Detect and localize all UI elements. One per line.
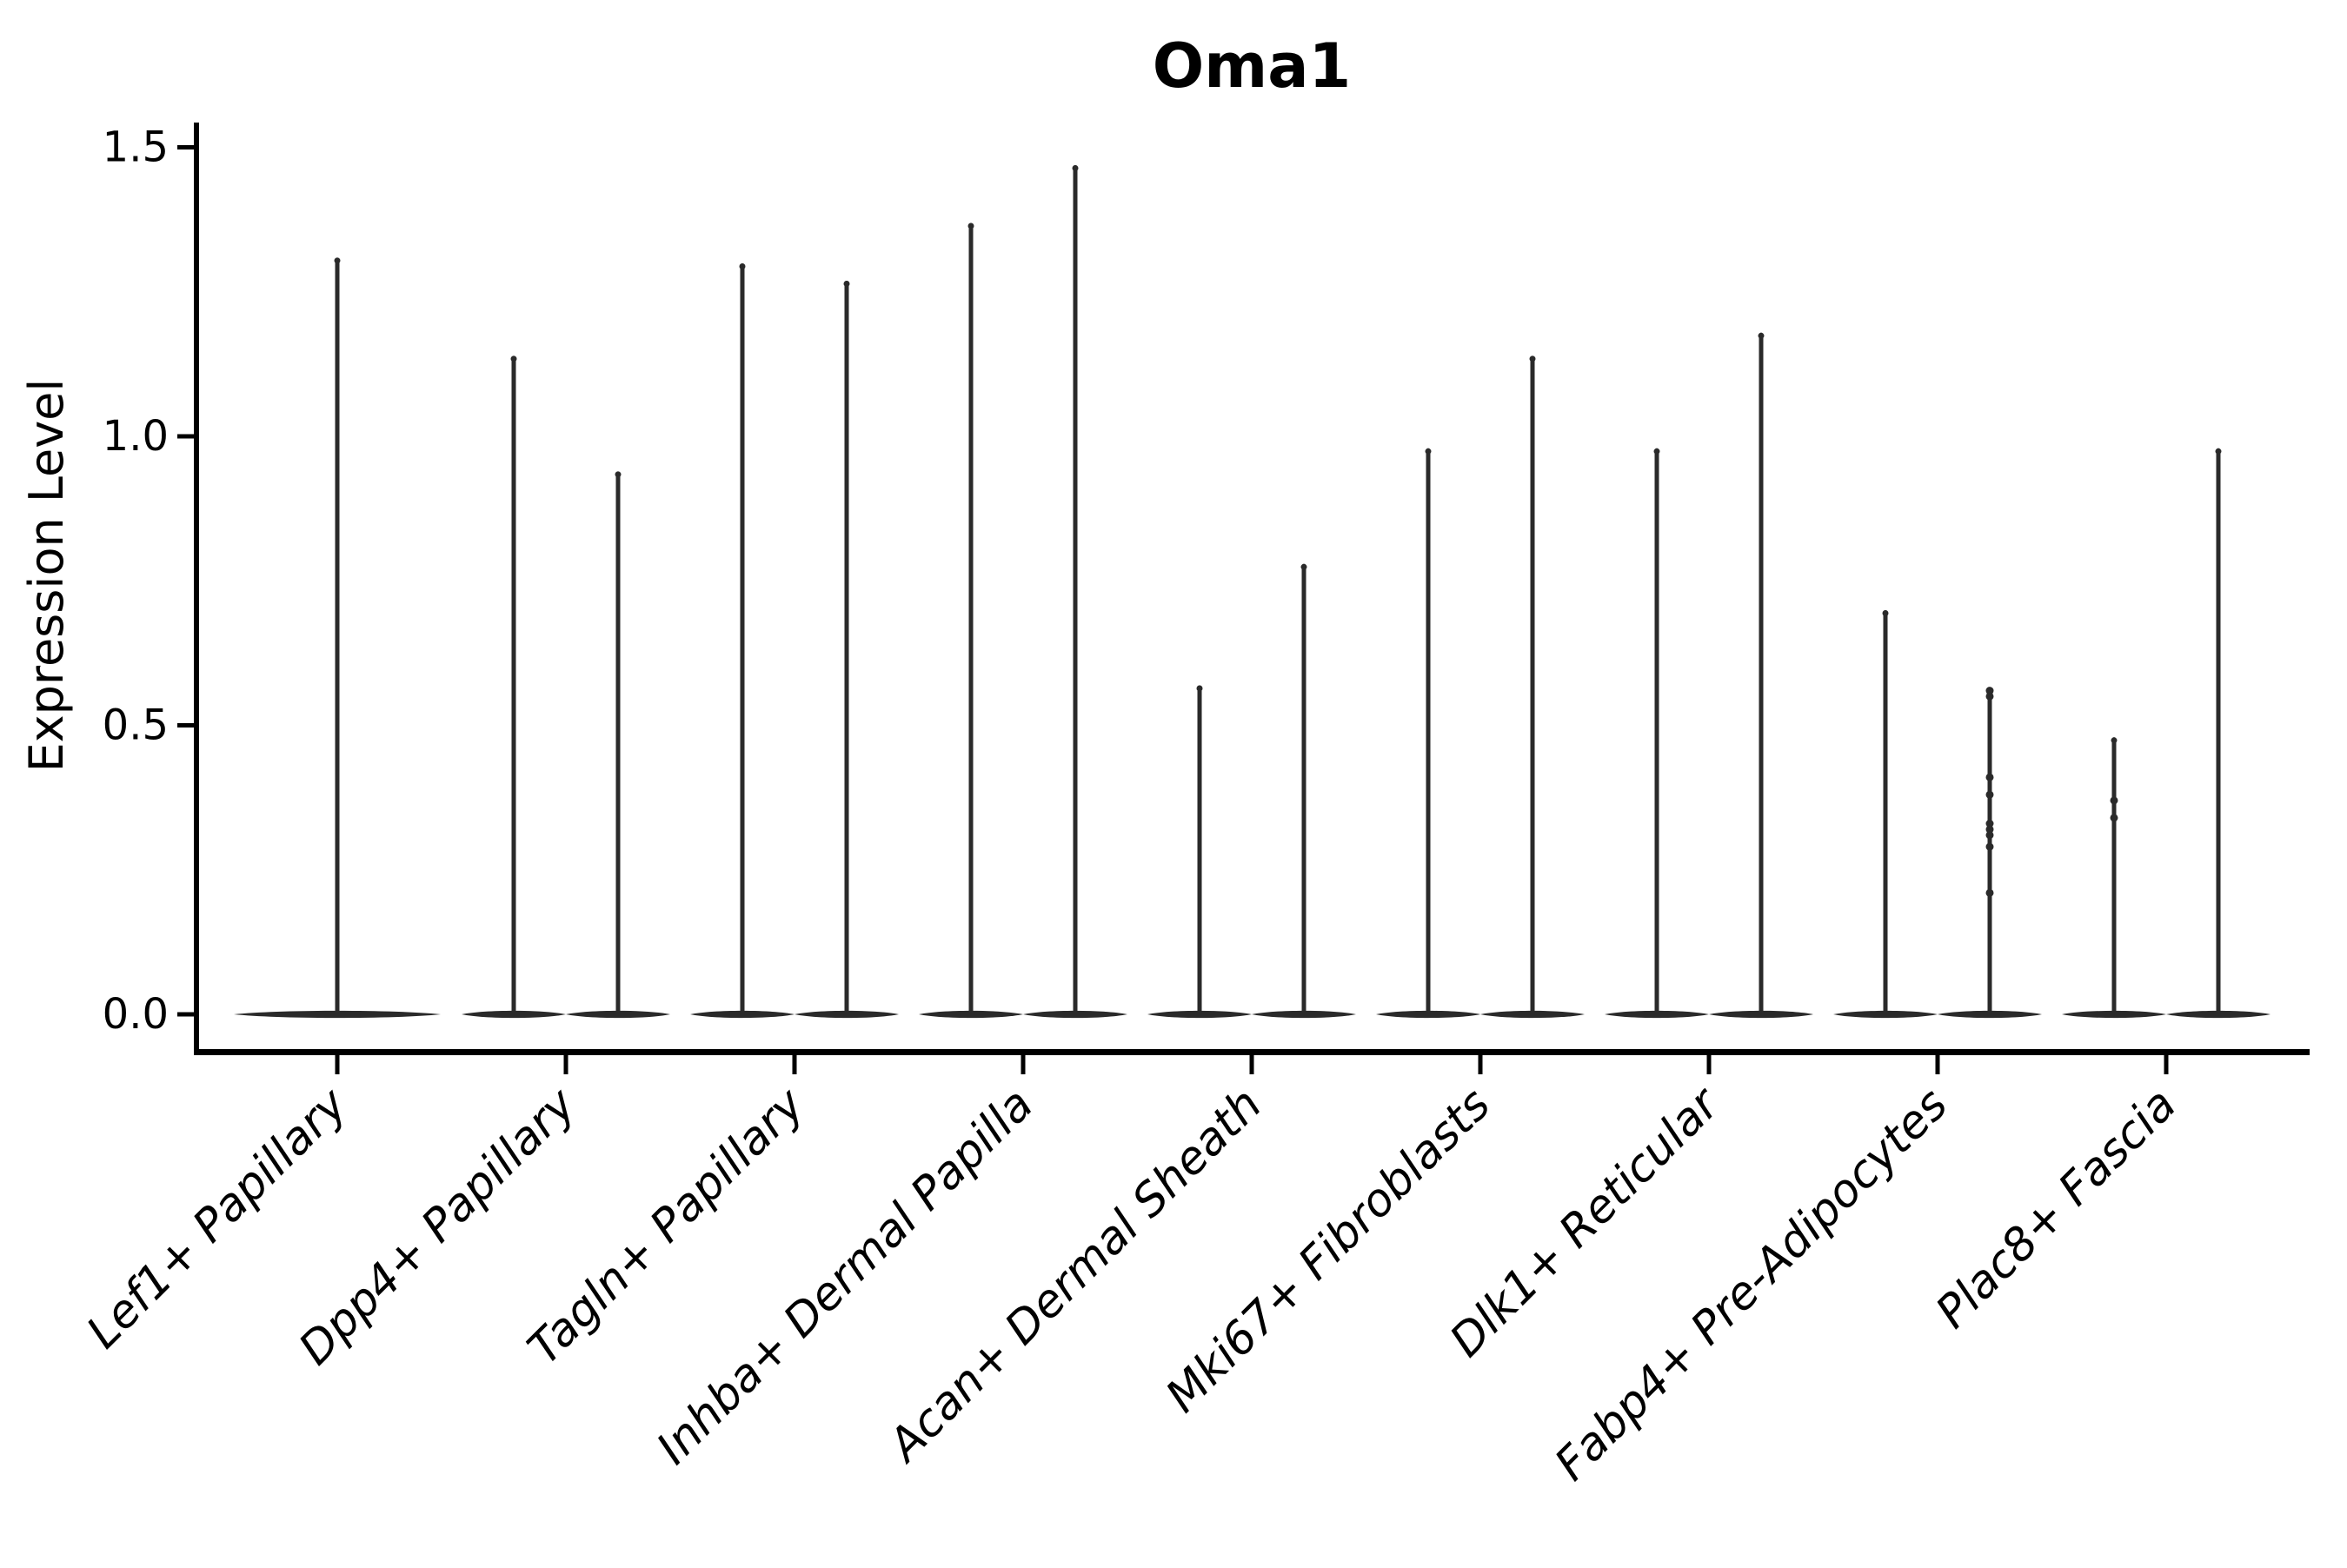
x-tick-label: Acan+ Dermal Sheath [877,1079,1272,1473]
x-tick-mark [1021,1055,1026,1074]
x-tick-mark [1706,1055,1712,1074]
y-tick-mark [177,723,196,728]
violin-spike-tip [1758,332,1765,339]
jitter-point [1985,687,1994,695]
y-tick-label: 0.0 [103,990,169,1039]
y-tick-label: 1.5 [103,123,169,172]
x-tick-mark [792,1055,797,1074]
x-tick-mark [563,1055,568,1074]
violin-spike-tip [739,263,746,269]
x-tick-label: Inhba+ Dermal Papilla [647,1079,1043,1475]
violin [1023,164,1127,1019]
jitter-point [1985,825,1994,834]
x-tick-mark [335,1055,340,1074]
violin-spike-tip [615,471,622,478]
violin-spike-tip [2111,737,2118,744]
violin [795,280,899,1019]
y-axis-ticks: 0.0 0.5 1.0 1.5 [103,123,196,1039]
y-tick-mark [177,1012,196,1017]
y-axis-spine [194,123,199,1055]
violin [1938,687,2042,1019]
violin [1252,563,1356,1019]
violin [462,355,566,1019]
x-tick-mark [1935,1055,1940,1074]
jitter-point [2110,796,2118,805]
violin-spike-tip [1072,164,1079,171]
violin-spike-tip [1529,355,1536,362]
violin-spike-tip [967,223,974,229]
y-tick-label: 0.5 [103,701,169,750]
violin [1376,448,1480,1019]
jitter-point [1985,831,1994,840]
violin [1833,610,1938,1019]
x-axis-spine [194,1049,2310,1055]
x-tick-mark [2164,1055,2169,1074]
axes-spines [194,123,2310,1055]
y-tick-label: 1.0 [103,412,169,461]
jitter-point [1985,790,1994,799]
violin-spike-tip [1882,610,1889,616]
violin-spike-tip [334,257,341,264]
violin-spike-tip [1196,685,1203,692]
violin [234,257,441,1019]
violin-spike-tip [843,280,850,287]
chart-title: Oma1 [1153,30,1351,102]
violin-spike-tip [510,355,517,362]
violin [690,263,795,1019]
violin [919,223,1023,1019]
violin [1605,448,1709,1019]
violin-spike-tip [1653,448,1660,455]
y-tick-mark [177,145,196,149]
y-axis-label: Expression Level [19,379,74,773]
jitter-point [1985,842,1994,851]
violin [1709,332,1813,1019]
violin-spike-tip [1425,448,1432,455]
violin [1480,355,1585,1019]
violins-layer [234,164,2271,1019]
x-tick-mark [1249,1055,1254,1074]
violin [1147,685,1252,1019]
violin [2062,737,2166,1019]
y-tick-mark [177,434,196,439]
jitter-point [1985,773,1994,781]
violin [2166,448,2271,1019]
violin-spike-tip [1300,563,1307,570]
jitter-point [1985,888,1994,897]
jitter-point [2110,814,2118,822]
jitter-point [1985,692,1994,701]
violin-spike-tip [2215,448,2222,455]
violin [566,471,670,1019]
jitter-point [1985,820,1994,828]
x-tick-label: Fabp4+ Pre-Adipocytes [1546,1079,1958,1492]
x-tick-mark [1478,1055,1483,1074]
x-tick-label: Plac8+ Fascia [1926,1079,2186,1339]
